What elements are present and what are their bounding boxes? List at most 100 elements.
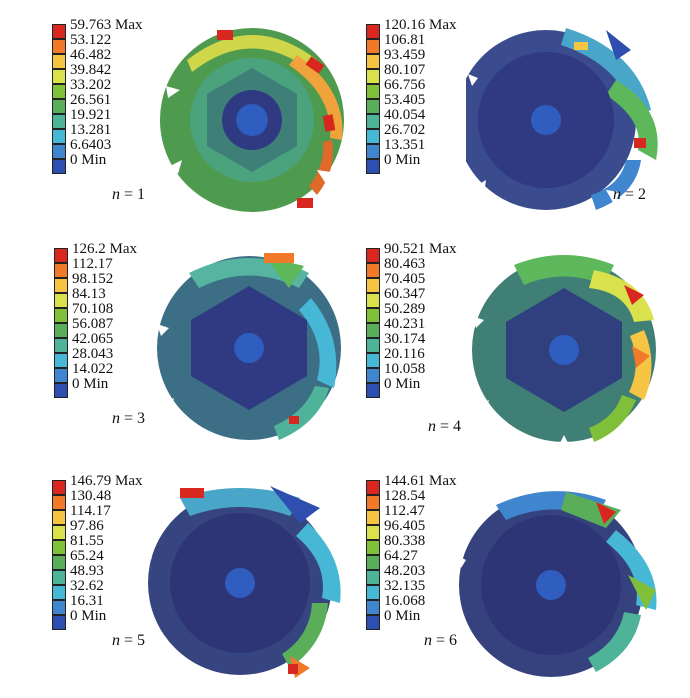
legend-swatch	[366, 368, 380, 383]
legend-swatch	[366, 54, 380, 69]
legend-label: 114.17	[70, 503, 111, 519]
n-label-n4: n = 4	[428, 418, 462, 435]
legend-swatch	[52, 84, 66, 99]
legend-label: 144.61 Max	[384, 473, 457, 489]
legend-label: 106.81	[384, 32, 426, 48]
panel-n2: 120.16 Max 106.81 93.459 80.107 66.756 5…	[366, 18, 690, 238]
legend-swatch	[52, 144, 66, 159]
legend-label: 128.54	[384, 488, 426, 504]
legend-swatch	[366, 308, 380, 323]
legend-swatch	[54, 263, 68, 278]
legend-label: 70.108	[72, 301, 114, 317]
legend-label: 84.13	[72, 286, 106, 302]
legend-label: 70.405	[384, 271, 426, 287]
legend-swatch	[366, 353, 380, 368]
legend-label: 60.347	[384, 286, 426, 302]
legend-label: 0 Min	[70, 608, 107, 624]
legend-swatch	[54, 293, 68, 308]
legend-swatch	[366, 263, 380, 278]
legend-swatch	[366, 129, 380, 144]
wheel-model-n4	[472, 255, 656, 447]
legend-swatch	[366, 338, 380, 353]
legend-label: 33.202	[70, 77, 112, 93]
legend-swatch	[54, 353, 68, 368]
legend-label: 48.93	[70, 563, 104, 579]
legend-label: 10.058	[384, 361, 426, 377]
legend-swatch	[366, 600, 380, 615]
legend-label: 80.463	[384, 256, 426, 272]
legend-swatch	[52, 39, 66, 54]
n-label-n2: n = 2	[613, 186, 647, 203]
n-label-n6: n = 6	[424, 632, 458, 649]
legend-label: 26.702	[384, 122, 426, 138]
legend-swatch	[52, 570, 66, 585]
legend-swatch	[366, 480, 380, 495]
legend-swatch	[366, 159, 380, 174]
legend-swatch	[52, 540, 66, 555]
legend-swatch	[366, 323, 380, 338]
legend-label: 93.459	[384, 47, 426, 63]
legend-swatch	[366, 510, 380, 525]
panel-n3: 126.2 Max 112.17 98.152 84.13 70.108 56.…	[54, 242, 384, 462]
legend-swatch	[366, 39, 380, 54]
legend-swatch	[366, 615, 380, 630]
wheel-model-n2	[466, 28, 658, 210]
legend-label: 20.116	[384, 346, 425, 362]
legend-label: 90.521 Max	[384, 241, 457, 257]
legend-label: 56.087	[72, 316, 114, 332]
legend-swatch	[54, 338, 68, 353]
legend-label: 59.763 Max	[70, 17, 143, 33]
legend-label: 32.62	[70, 578, 104, 594]
wheel-model-n3	[157, 253, 341, 440]
legend-label: 98.152	[72, 271, 114, 287]
legend-label: 14.022	[72, 361, 114, 377]
n-label-n1: n = 1	[112, 186, 146, 203]
legend-label: 81.55	[70, 533, 104, 549]
legend-swatch	[366, 24, 380, 39]
legend-label: 66.756	[384, 77, 426, 93]
legend-swatch	[52, 54, 66, 69]
legend-label: 96.405	[384, 518, 426, 534]
legend-label: 0 Min	[70, 152, 107, 168]
legend-label: 26.561	[70, 92, 112, 108]
legend-label: 16.31	[70, 593, 104, 609]
legend-swatch	[52, 69, 66, 84]
legend-label: 64.27	[384, 548, 418, 564]
legend-swatch	[52, 525, 66, 540]
legend-swatch	[52, 129, 66, 144]
legend-swatch	[366, 495, 380, 510]
legend-swatch	[52, 555, 66, 570]
legend-label: 48.203	[384, 563, 426, 579]
legend-label: 39.842	[70, 62, 112, 78]
legend-label: 112.17	[72, 256, 113, 272]
legend-label: 50.289	[384, 301, 426, 317]
legend-label: 146.79 Max	[70, 473, 143, 489]
legend-swatch	[52, 24, 66, 39]
wheel-model-n6	[458, 491, 657, 677]
legend-swatch	[366, 525, 380, 540]
legend-swatch	[54, 383, 68, 398]
legend-label: 0 Min	[72, 376, 109, 392]
panel-n4: 90.521 Max 80.463 70.405 60.347 50.289 4…	[366, 242, 690, 462]
legend-label: 6.6403	[70, 137, 112, 153]
legend-label: 16.068	[384, 593, 426, 609]
legend-label: 80.338	[384, 533, 426, 549]
legend-swatch	[366, 570, 380, 585]
legend-swatch	[366, 248, 380, 263]
legend-swatch	[54, 368, 68, 383]
legend-label: 30.174	[384, 331, 426, 347]
legend-swatch	[52, 615, 66, 630]
legend-label: 28.043	[72, 346, 114, 362]
legend-swatch	[366, 585, 380, 600]
legend-swatch	[52, 585, 66, 600]
legend-swatch	[366, 278, 380, 293]
legend-label: 130.48	[70, 488, 112, 504]
legend-label: 0 Min	[384, 152, 421, 168]
legend-label: 65.24	[70, 548, 104, 564]
legend-label: 0 Min	[384, 608, 421, 624]
legend-label: 80.107	[384, 62, 426, 78]
legend-swatch	[52, 600, 66, 615]
panel-n1: 59.763 Max 53.122 46.482 39.842 33.202 2…	[52, 18, 382, 238]
legend-swatch	[52, 159, 66, 174]
legend-swatch	[366, 69, 380, 84]
